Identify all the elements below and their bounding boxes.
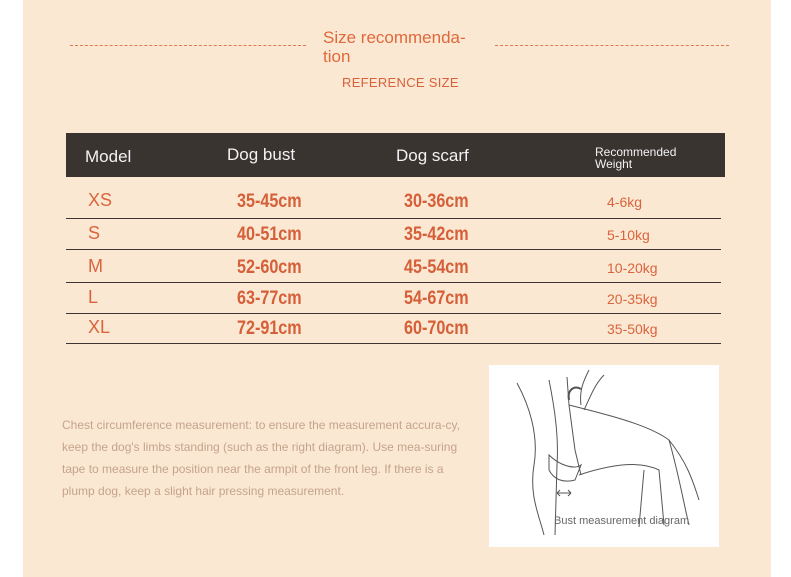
col-recommended-weight: Recommended Weight <box>595 145 677 171</box>
col-model: Model <box>85 147 132 166</box>
cell-model: XL <box>88 317 111 337</box>
bust-measurement-diagram: Bust measurement diagram <box>489 365 719 547</box>
cell-weight: 35-50kg <box>607 321 658 337</box>
title-line-1: Size recommenda- <box>323 28 466 47</box>
diagram-caption: Bust measurement diagram <box>554 515 690 527</box>
cell-weight: 4-6kg <box>607 194 643 210</box>
cell-model: L <box>88 287 99 307</box>
cell-model: M <box>88 256 103 276</box>
cell-dog-scarf: 35-42cm <box>404 224 469 245</box>
col-dog-scarf: Dog scarf <box>396 146 469 165</box>
cell-dog-bust: 52-60cm <box>237 257 302 278</box>
col-dog-bust: Dog bust <box>227 145 296 164</box>
cell-dog-bust: 40-51cm <box>237 224 302 245</box>
table-row: XS 35-45cm 30-36cm 4-6kg <box>66 186 721 219</box>
table-header: Model Dog bust Dog scarf Recommended Wei… <box>66 133 725 177</box>
cell-dog-bust: 72-91cm <box>237 318 302 339</box>
cell-dog-bust: 63-77cm <box>237 288 302 309</box>
cell-weight: 10-20kg <box>607 260 658 276</box>
table-row: M 52-60cm 45-54cm 10-20kg <box>66 252 721 283</box>
cell-model: S <box>88 223 101 243</box>
cell-dog-scarf: 54-67cm <box>404 288 469 309</box>
title-line-2: tion <box>323 47 351 66</box>
table-row: L 63-77cm 54-67cm 20-35kg <box>66 283 721 314</box>
cell-dog-scarf: 45-54cm <box>404 257 469 278</box>
table-row: S 40-51cm 35-42cm 5-10kg <box>66 219 721 250</box>
table-row: XL 72-91cm 60-70cm 35-50kg <box>66 313 721 344</box>
cell-weight: 5-10kg <box>607 227 650 243</box>
divider-right <box>495 45 729 46</box>
cell-model: XS <box>88 190 113 210</box>
cell-dog-bust: 35-45cm <box>237 191 302 212</box>
divider-left <box>70 45 306 46</box>
cell-dog-scarf: 30-36cm <box>404 191 469 212</box>
cell-weight: 20-35kg <box>607 291 658 307</box>
page-title: Size recommenda- tion <box>323 28 483 66</box>
measurement-note: Chest circumference measurement: to ensu… <box>62 418 460 498</box>
dog-illustration <box>516 369 700 536</box>
cell-dog-scarf: 60-70cm <box>404 318 469 339</box>
page-subtitle: REFERENCE SIZE <box>342 75 459 90</box>
